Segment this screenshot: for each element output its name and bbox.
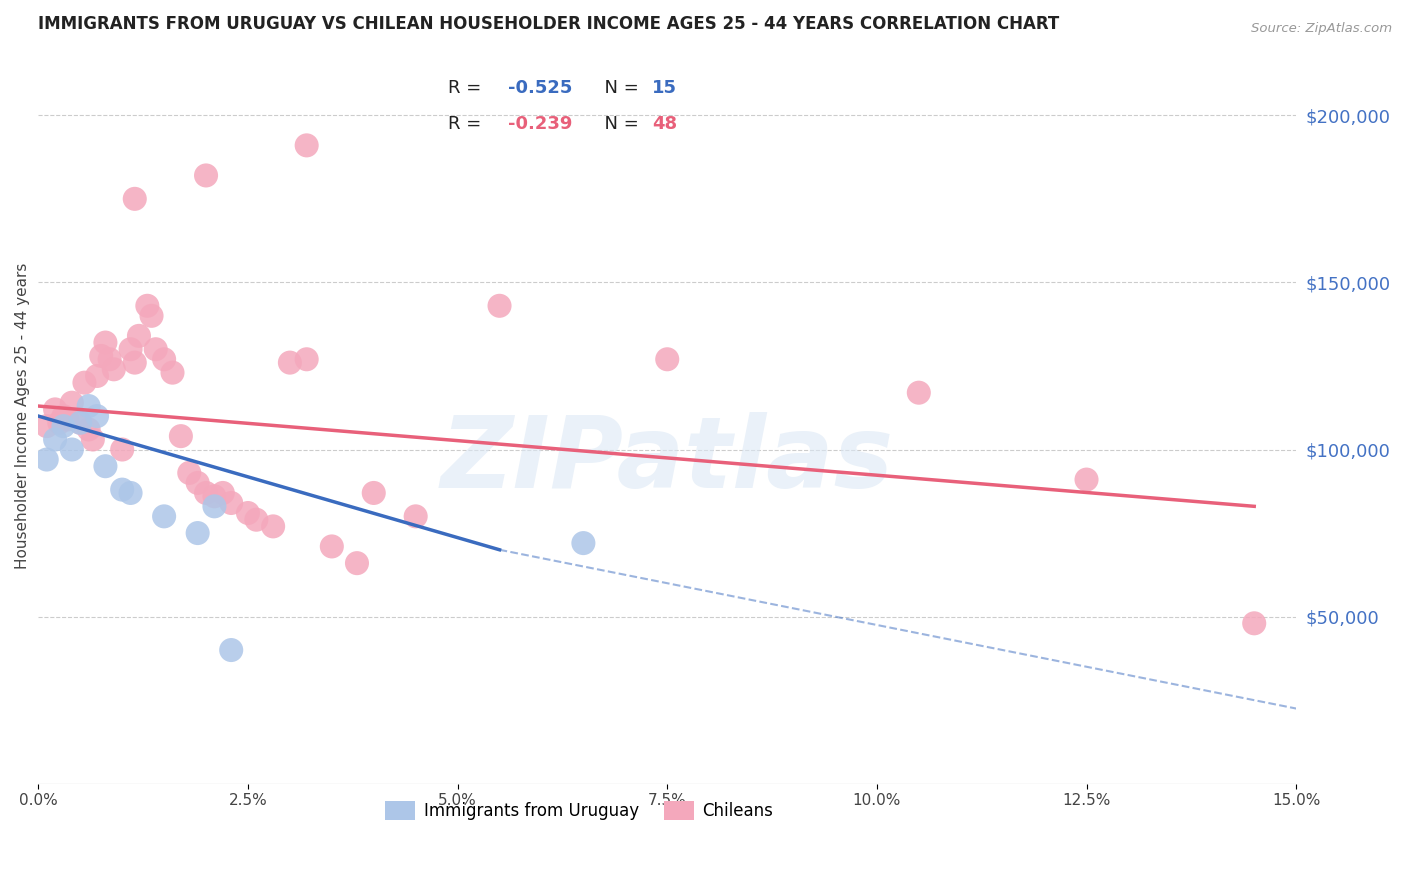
Text: ZIPatlas: ZIPatlas: [440, 412, 894, 508]
Point: [94, 459, 117, 474]
Point: [346, 556, 368, 570]
Point: [52, 409, 75, 423]
Point: [488, 299, 510, 313]
Point: [1076, 473, 1098, 487]
Point: [195, 169, 218, 183]
Text: N =: N =: [593, 115, 644, 133]
Point: [195, 486, 218, 500]
Point: [295, 138, 318, 153]
Text: N =: N =: [593, 79, 644, 97]
Point: [60, 442, 83, 457]
Point: [572, 536, 595, 550]
Text: IMMIGRANTS FROM URUGUAY VS CHILEAN HOUSEHOLDER INCOME AGES 25 - 44 YEARS CORRELA: IMMIGRANTS FROM URUGUAY VS CHILEAN HOUSE…: [38, 15, 1060, 33]
Text: R =: R =: [449, 115, 486, 133]
Text: 15: 15: [652, 79, 676, 97]
Point: [405, 509, 427, 524]
Point: [907, 385, 929, 400]
Point: [145, 343, 167, 357]
Point: [111, 442, 134, 457]
Point: [44, 433, 66, 447]
Point: [52, 419, 75, 434]
Point: [73, 376, 96, 390]
Point: [124, 192, 146, 206]
Point: [170, 429, 193, 443]
Point: [187, 526, 209, 541]
Point: [219, 643, 242, 657]
Point: [86, 409, 108, 423]
Point: [153, 509, 176, 524]
Point: [98, 352, 121, 367]
Text: -0.525: -0.525: [509, 79, 572, 97]
Point: [94, 335, 117, 350]
Point: [204, 500, 226, 514]
Point: [90, 349, 112, 363]
Point: [187, 475, 209, 490]
Point: [128, 329, 150, 343]
Point: [262, 519, 284, 533]
Point: [60, 395, 83, 409]
Point: [321, 540, 343, 554]
Point: [48, 416, 70, 430]
Point: [82, 433, 104, 447]
Point: [136, 299, 159, 313]
Point: [35, 452, 58, 467]
Point: [204, 489, 226, 503]
Text: -0.239: -0.239: [509, 115, 572, 133]
Point: [56, 412, 79, 426]
Point: [179, 466, 201, 480]
Point: [278, 356, 301, 370]
Point: [77, 399, 100, 413]
Point: [236, 506, 259, 520]
Point: [363, 486, 385, 500]
Point: [657, 352, 679, 367]
Point: [111, 483, 134, 497]
Legend: Immigrants from Uruguay, Chileans: Immigrants from Uruguay, Chileans: [378, 794, 780, 827]
Point: [124, 356, 146, 370]
Y-axis label: Householder Income Ages 25 - 44 years: Householder Income Ages 25 - 44 years: [15, 263, 30, 569]
Point: [1243, 616, 1265, 631]
Point: [211, 486, 233, 500]
Point: [77, 422, 100, 436]
Point: [120, 343, 142, 357]
Point: [69, 416, 91, 430]
Point: [162, 366, 184, 380]
Point: [153, 352, 176, 367]
Point: [120, 486, 142, 500]
Point: [86, 369, 108, 384]
Point: [69, 416, 91, 430]
Point: [44, 402, 66, 417]
Point: [245, 513, 267, 527]
Point: [219, 496, 242, 510]
Text: Source: ZipAtlas.com: Source: ZipAtlas.com: [1251, 22, 1392, 36]
Point: [295, 352, 318, 367]
Text: 48: 48: [652, 115, 676, 133]
Point: [103, 362, 125, 376]
Point: [141, 309, 163, 323]
Point: [35, 419, 58, 434]
Text: R =: R =: [449, 79, 486, 97]
